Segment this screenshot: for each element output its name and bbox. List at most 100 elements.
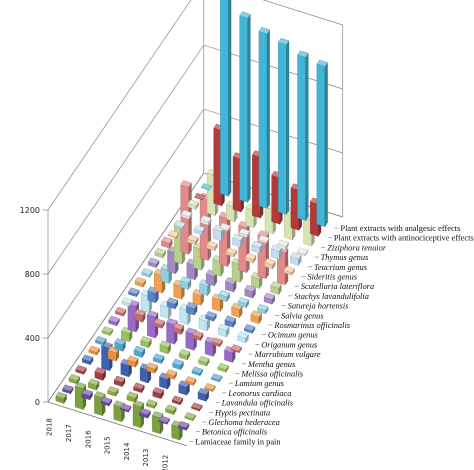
bar bbox=[81, 354, 94, 366]
x-tick-label: 2018 bbox=[46, 418, 54, 436]
bar bbox=[206, 240, 218, 252]
bar bbox=[107, 386, 119, 397]
y-axis: 0 400 800 1200 bbox=[20, 206, 48, 407]
bar bbox=[212, 224, 225, 242]
bar bbox=[174, 220, 186, 230]
bar bbox=[316, 59, 328, 228]
bar bbox=[199, 279, 211, 297]
bar bbox=[191, 366, 203, 377]
bar bbox=[296, 247, 309, 257]
bar bbox=[171, 395, 184, 406]
bar bbox=[243, 324, 256, 334]
y-tick-label: 0 bbox=[35, 398, 40, 407]
category-labels: Plant extracts with analgesic effectsPla… bbox=[189, 224, 474, 446]
bar bbox=[251, 272, 263, 290]
y-tick-label: 400 bbox=[25, 334, 40, 343]
bar bbox=[178, 380, 190, 396]
bar bbox=[133, 382, 145, 394]
y-tick-label: 1200 bbox=[20, 206, 40, 215]
series-label: Lamiaceae family in pain bbox=[195, 437, 281, 446]
bar bbox=[257, 303, 269, 315]
bar bbox=[180, 209, 193, 220]
series-label: Stachys lavandulifolia bbox=[294, 292, 369, 301]
bar bbox=[140, 336, 152, 349]
bar bbox=[290, 252, 302, 267]
series-label: Satureja hortensis bbox=[288, 302, 349, 311]
series-label: Glechoma hederacea bbox=[208, 418, 279, 427]
bar bbox=[277, 239, 289, 251]
bar bbox=[126, 391, 138, 403]
bar bbox=[187, 199, 199, 211]
bar bbox=[159, 372, 171, 390]
bar bbox=[184, 412, 196, 422]
bar bbox=[55, 391, 67, 405]
series-label: Marrubium vulgare bbox=[254, 350, 321, 359]
bar bbox=[121, 326, 133, 343]
bar bbox=[154, 247, 166, 259]
bar bbox=[250, 310, 262, 325]
bar bbox=[200, 215, 212, 226]
bar bbox=[258, 235, 270, 245]
bar bbox=[172, 322, 185, 336]
bar bbox=[146, 362, 158, 374]
bar bbox=[224, 315, 236, 328]
bar bbox=[75, 365, 87, 375]
x-tick-label: 2012 bbox=[161, 455, 169, 470]
bar bbox=[172, 358, 184, 371]
bar bbox=[258, 27, 270, 209]
bar bbox=[210, 373, 223, 383]
bar bbox=[145, 399, 158, 410]
series-label: Thymus genus bbox=[321, 253, 369, 262]
bar bbox=[88, 345, 100, 356]
series-label: Plant extracts with antinociceptive effe… bbox=[334, 234, 474, 243]
x-tick-label: 2013 bbox=[142, 449, 150, 467]
bar bbox=[205, 311, 217, 322]
bar bbox=[224, 346, 236, 364]
series-label: Melissa officinalis bbox=[240, 369, 303, 378]
bar bbox=[177, 421, 190, 431]
bar bbox=[192, 288, 204, 306]
bar bbox=[187, 234, 199, 246]
series-label: Hyptis pectinata bbox=[214, 408, 270, 417]
series-label: Sideritis genus bbox=[307, 272, 357, 281]
bar bbox=[218, 290, 230, 303]
bar bbox=[167, 230, 180, 240]
series-label: Salvia genus bbox=[281, 311, 324, 320]
bar bbox=[198, 356, 210, 367]
bars bbox=[55, 0, 328, 441]
x-tick-label: 2014 bbox=[123, 442, 131, 460]
bar bbox=[128, 287, 140, 298]
bar bbox=[232, 233, 244, 248]
bar bbox=[147, 257, 160, 269]
bar bbox=[186, 301, 198, 316]
series-label: Leonorus cardiaca bbox=[227, 389, 291, 398]
bar bbox=[225, 277, 237, 293]
bar bbox=[165, 404, 177, 416]
bar bbox=[160, 300, 172, 320]
bar bbox=[244, 284, 256, 299]
bar bbox=[120, 403, 132, 413]
bar bbox=[81, 389, 93, 401]
gridline bbox=[47, 0, 343, 211]
series-label: Origanum genus bbox=[261, 340, 317, 349]
bar bbox=[121, 297, 133, 308]
bar bbox=[239, 11, 251, 203]
series-label: Scutellaria lateriflora bbox=[301, 282, 374, 291]
bar bbox=[251, 240, 263, 254]
bar bbox=[237, 331, 249, 344]
bar bbox=[161, 236, 173, 249]
bar bbox=[194, 192, 206, 200]
bar bbox=[244, 252, 257, 264]
bar bbox=[270, 244, 283, 260]
bar bbox=[95, 336, 107, 346]
bar bbox=[264, 258, 276, 270]
bar bbox=[225, 247, 237, 258]
bar bbox=[141, 268, 153, 278]
bar bbox=[220, 0, 232, 197]
bar bbox=[277, 38, 290, 216]
bar bbox=[204, 383, 216, 393]
series-label: Mentha genus bbox=[247, 360, 295, 369]
series-label: Lavandula officinalis bbox=[221, 399, 293, 408]
bar bbox=[152, 387, 164, 400]
bar bbox=[159, 340, 171, 355]
